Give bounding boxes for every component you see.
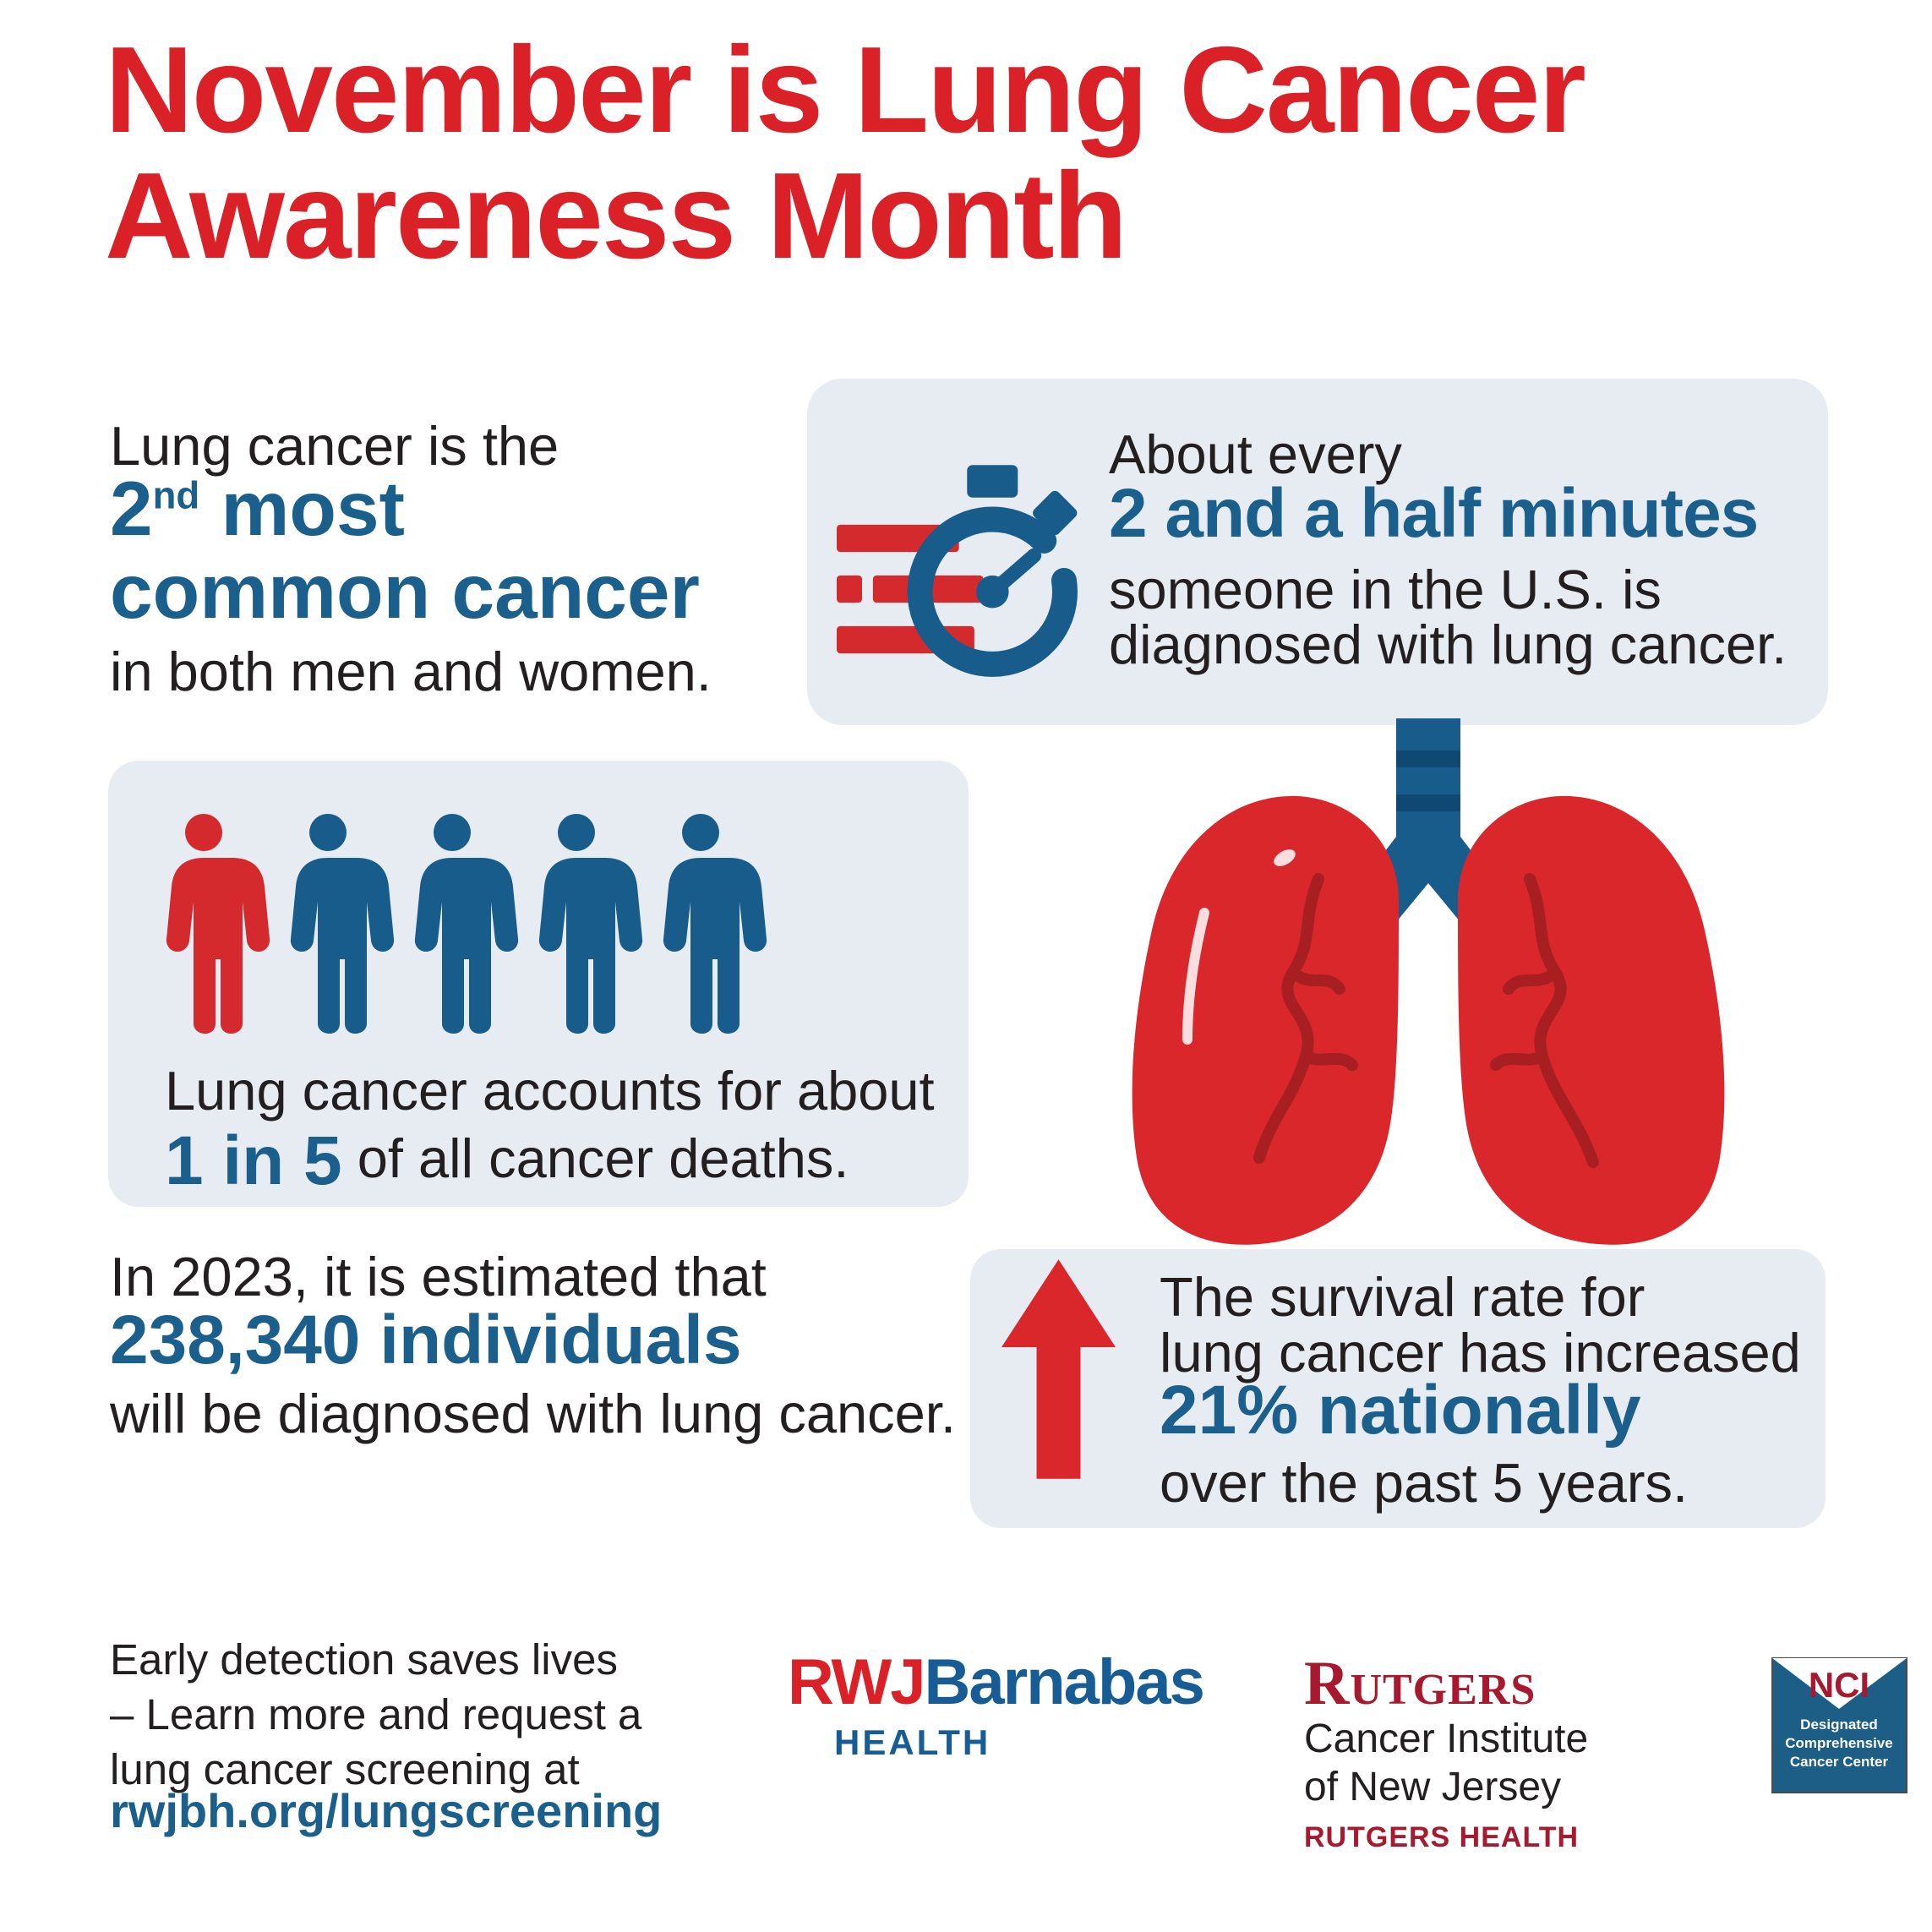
svg-text:Cancer Center: Cancer Center <box>1790 1754 1889 1770</box>
svg-text:Comprehensive: Comprehensive <box>1785 1735 1893 1751</box>
svg-text:NCI: NCI <box>1809 1665 1869 1705</box>
svg-text:Designated: Designated <box>1800 1716 1878 1733</box>
